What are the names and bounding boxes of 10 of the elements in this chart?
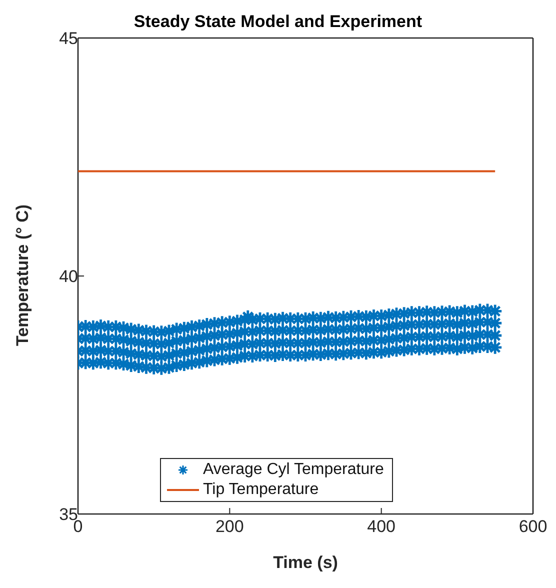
y-tick-label: 40	[59, 267, 78, 286]
x-tick-label: 400	[367, 517, 396, 536]
y-tick-label: 45	[59, 29, 78, 48]
x-tick-label: 600	[518, 517, 548, 536]
legend-label: Tip Temperature	[203, 480, 319, 500]
y-axis-title: Temperature (° C)	[13, 204, 32, 346]
x-tick-label: 200	[215, 517, 244, 536]
chart-title: Steady State Model and Experiment	[134, 12, 422, 31]
x-axis-title: Time (s)	[273, 553, 338, 572]
legend-label: Average Cyl Temperature	[203, 460, 384, 480]
